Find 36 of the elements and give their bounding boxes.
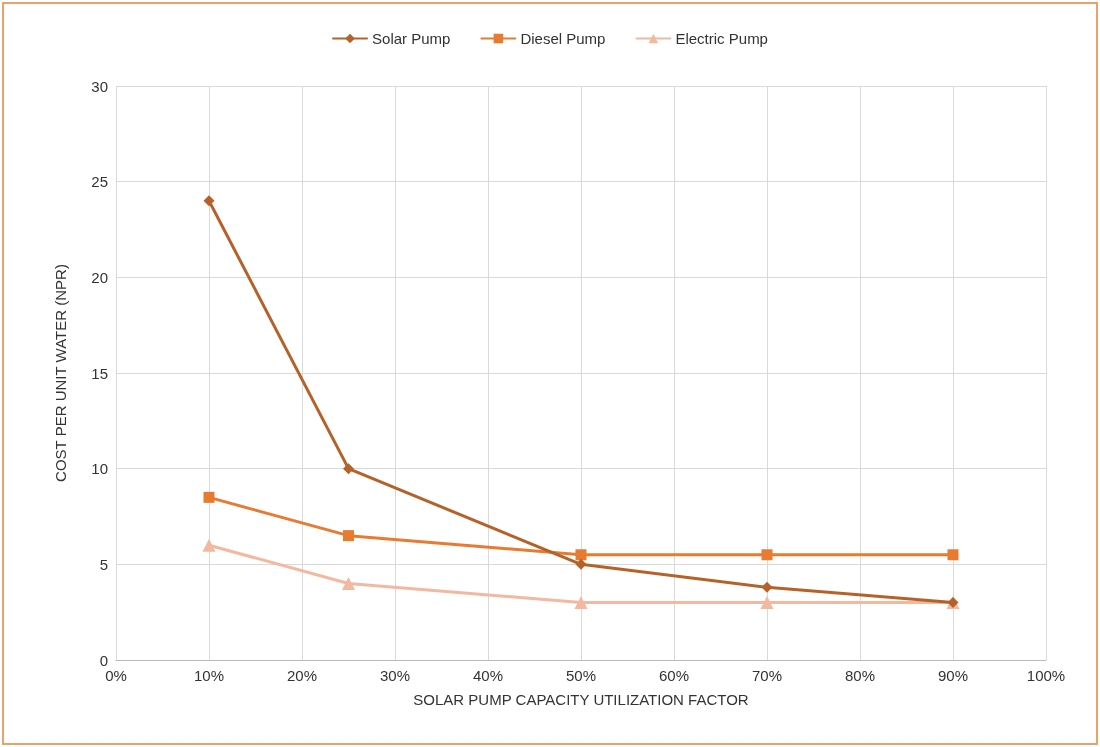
x-tick-label: 70% — [751, 667, 783, 684]
y-tick-label: 20 — [91, 268, 108, 286]
x-tick-label: 10% — [193, 667, 225, 684]
legend-label: Diesel Pump — [520, 30, 606, 47]
legend-label: Solar Pump — [372, 30, 451, 47]
x-tick-label: 40% — [472, 667, 504, 684]
x-tick-label: 100% — [1026, 667, 1066, 684]
point — [203, 195, 215, 207]
point — [761, 549, 773, 561]
point — [203, 491, 215, 503]
point — [202, 538, 216, 552]
point — [575, 558, 587, 570]
y-axis-title: COST PER UNIT WATER (NPR) — [52, 264, 69, 482]
y-tick-label: 30 — [91, 77, 108, 95]
point — [761, 581, 773, 593]
y-tick-label: 5 — [99, 555, 108, 573]
x-tick-label: 30% — [379, 667, 411, 684]
y-tick-label: 15 — [91, 364, 108, 382]
point — [574, 596, 588, 610]
x-tick-label: 80% — [844, 667, 876, 684]
y-tick-label: 0 — [99, 651, 108, 669]
point — [760, 596, 774, 610]
point — [947, 549, 959, 561]
point — [343, 463, 354, 475]
x-tick-label: 60% — [658, 667, 690, 684]
x-tick-label: 20% — [286, 667, 318, 684]
point — [575, 549, 587, 561]
y-tick-label: 25 — [91, 173, 108, 191]
x-tick-label: 0% — [105, 667, 127, 684]
x-tick-label: 90% — [937, 667, 969, 684]
legend-label: Electric Pump — [675, 30, 768, 47]
x-axis-title: SOLAR PUMP CAPACITY UTILIZATION FACTOR — [413, 691, 749, 708]
x-tick-label: 50% — [565, 667, 597, 684]
point — [342, 576, 355, 590]
y-tick-label: 10 — [91, 460, 108, 478]
point — [343, 530, 354, 542]
